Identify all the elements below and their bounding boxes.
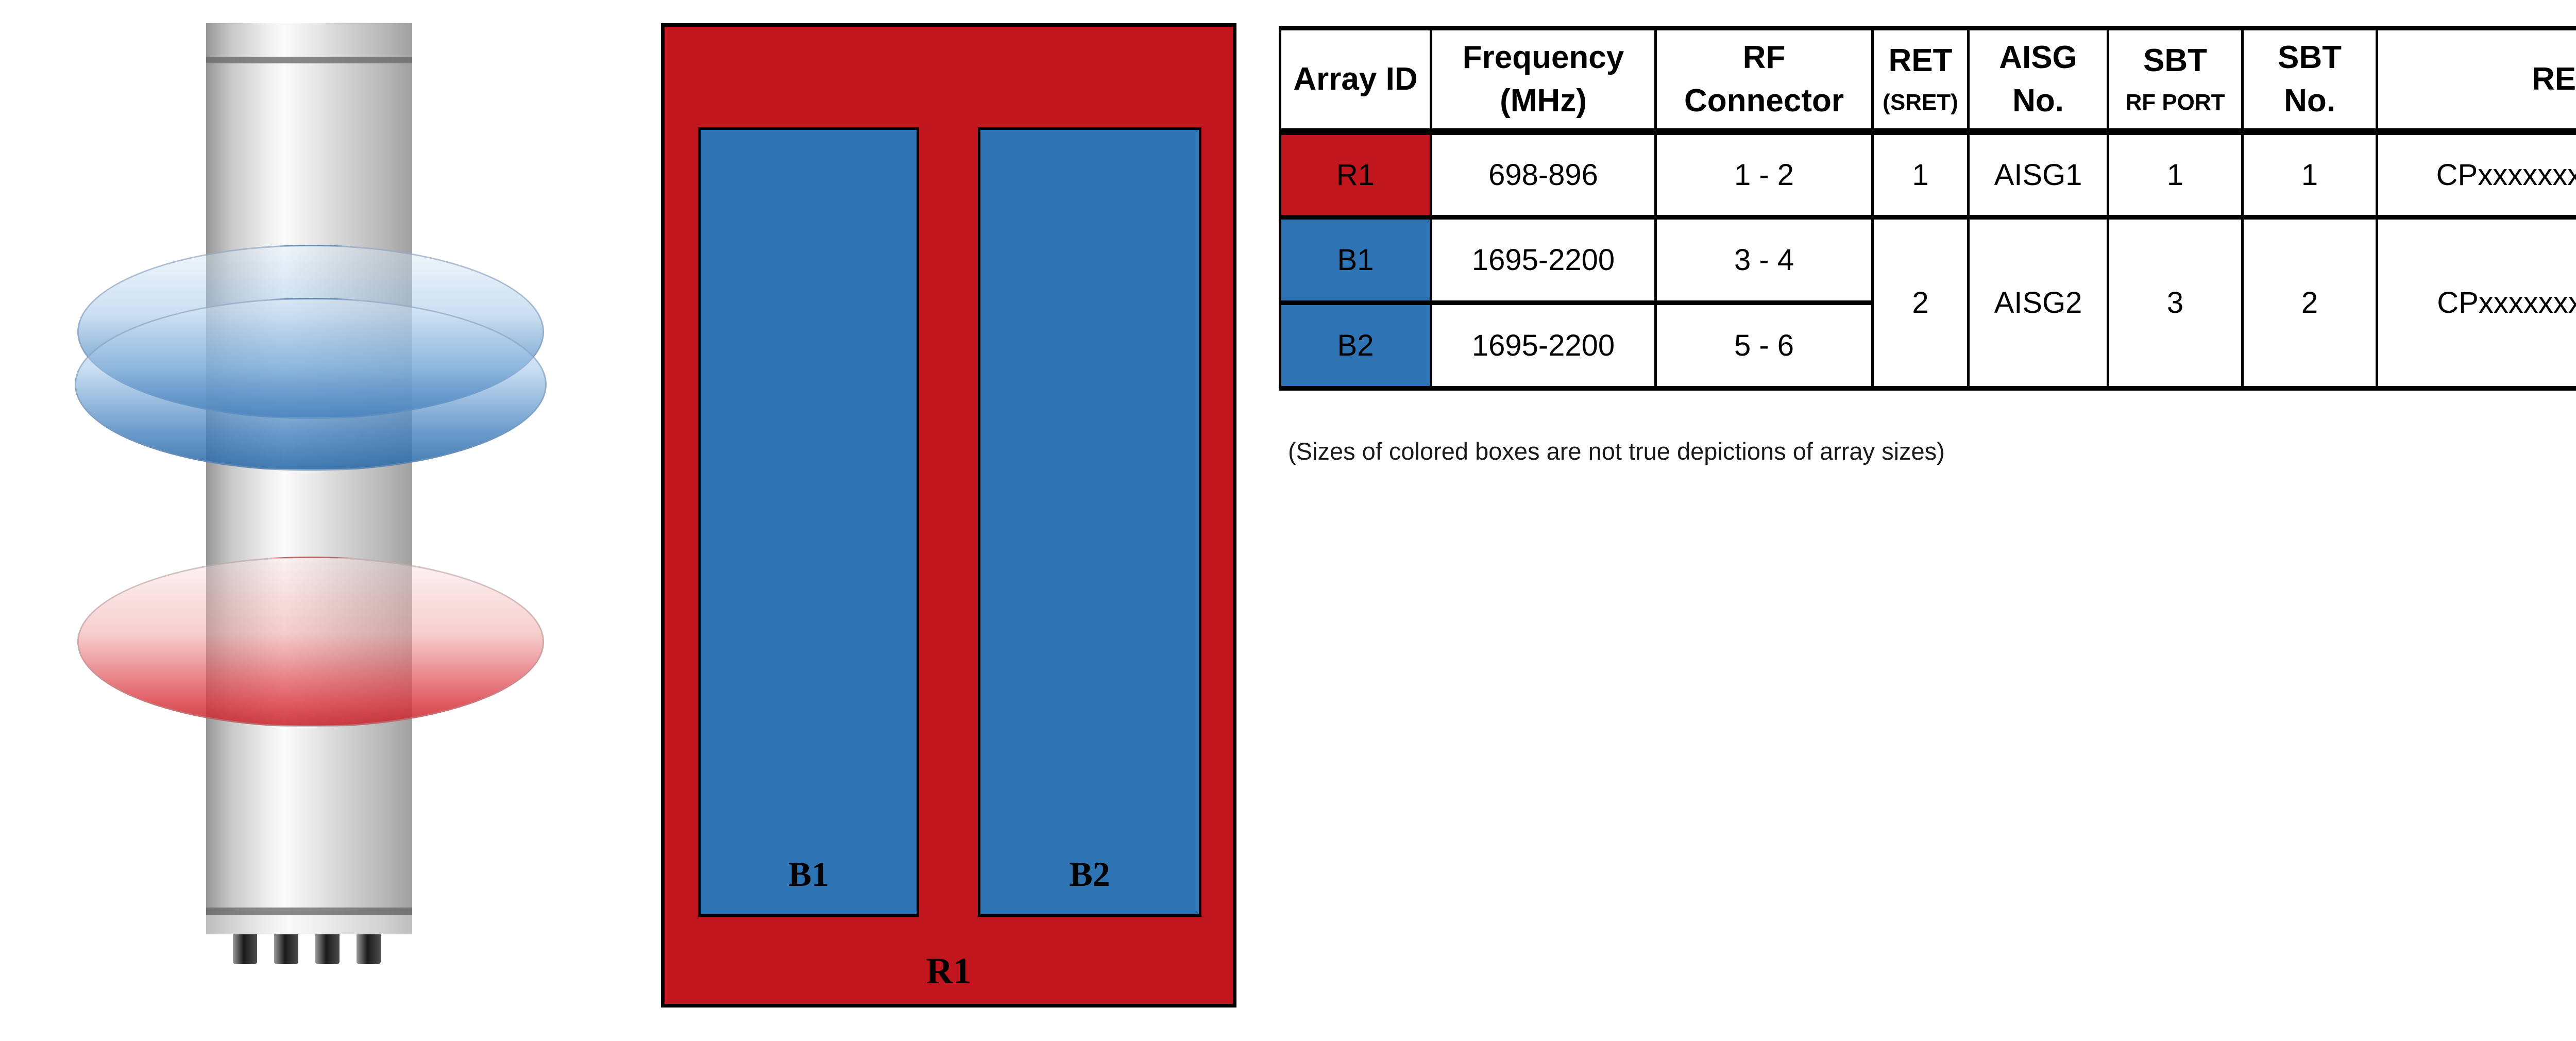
cell-rf-r1: 1 - 2 — [1654, 129, 1874, 220]
header-array-id: Array ID — [1279, 26, 1432, 135]
header-sbt-rf-port: SBT RF PORT — [2107, 26, 2244, 135]
cell-rf-b2: 5 - 6 — [1654, 300, 1874, 391]
array-b1-label: B1 — [788, 854, 829, 894]
table-row-r1: R1 698-896 1 - 2 1 AISG1 1 1 CPxxxxxxxxx… — [1279, 129, 2576, 220]
cell-ret-r1: 1 — [1871, 129, 1970, 220]
cell-ret-uid-r1: CPxxxxxxxxxxxxxxxxR1 — [2376, 129, 2576, 220]
header-ret-uid: RET UID — [2376, 26, 2576, 135]
size-disclaimer-note: (Sizes of colored boxes are not true dep… — [1288, 438, 1945, 465]
cell-sbt-port-b: 3 — [2107, 215, 2244, 391]
cell-rf-b1: 3 - 4 — [1654, 215, 1874, 305]
cell-freq-b1: 1695-2200 — [1430, 215, 1657, 305]
header-sbt-no: SBT No. — [2241, 26, 2378, 135]
blue-beam-ellipse-lower — [75, 298, 547, 471]
header-ret-sret: RET (SRET) — [1871, 26, 1970, 135]
cell-freq-b2: 1695-2200 — [1430, 300, 1657, 391]
radome-top-seam — [206, 57, 412, 63]
cell-sbt-port-r1: 1 — [2107, 129, 2244, 220]
header-rf-connector: RF Connector — [1654, 26, 1874, 135]
cell-aisg-r1: AISG1 — [1967, 129, 2109, 220]
antenna-bottom-cap — [206, 915, 412, 934]
array-b2-box: B2 — [978, 127, 1201, 917]
array-b2-label: B2 — [1069, 854, 1110, 894]
antenna-connector-stud — [233, 934, 257, 964]
cell-freq-r1: 698-896 — [1430, 129, 1657, 220]
array-r1-label: R1 — [926, 950, 972, 992]
cell-ret-b: 2 — [1871, 215, 1970, 391]
header-frequency: Frequency (MHz) — [1430, 26, 1657, 135]
cell-array-id-b2: B2 — [1279, 300, 1432, 391]
header-aisg-no: AISG No. — [1967, 26, 2109, 135]
cell-array-id-r1: R1 — [1279, 129, 1432, 220]
antenna-connector-stud — [357, 934, 381, 964]
table-row-b1: B1 1695-2200 3 - 4 2 AISG2 3 2 CPxxxxxxx… — [1279, 215, 2576, 391]
antenna-connector-stud — [315, 934, 340, 964]
cell-aisg-b: AISG2 — [1967, 215, 2109, 391]
radome-bottom-seam — [206, 908, 412, 915]
red-beam-ellipse — [77, 557, 544, 727]
array-layout-r1-box: B1 B2 R1 — [661, 23, 1236, 1008]
antenna-connector-stud — [274, 934, 298, 964]
cell-ret-uid-b: CPxxxxxxxxxxxxxxxxB1 — [2376, 215, 2576, 391]
cell-sbt-no-r1: 1 — [2241, 129, 2378, 220]
table-header-row: Array ID Frequency (MHz) RF Connector RET(… — [1279, 26, 2576, 135]
cell-array-id-b1: B1 — [1279, 215, 1432, 305]
port-mapping-table: Array ID Frequency (MHz) RF Connector RET(… — [1279, 26, 2576, 391]
table-row-b2: B2 1695-2200 5 - 6 — [1279, 300, 2576, 391]
array-b1-box: B1 — [698, 127, 919, 917]
cell-sbt-no-b: 2 — [2241, 215, 2378, 391]
